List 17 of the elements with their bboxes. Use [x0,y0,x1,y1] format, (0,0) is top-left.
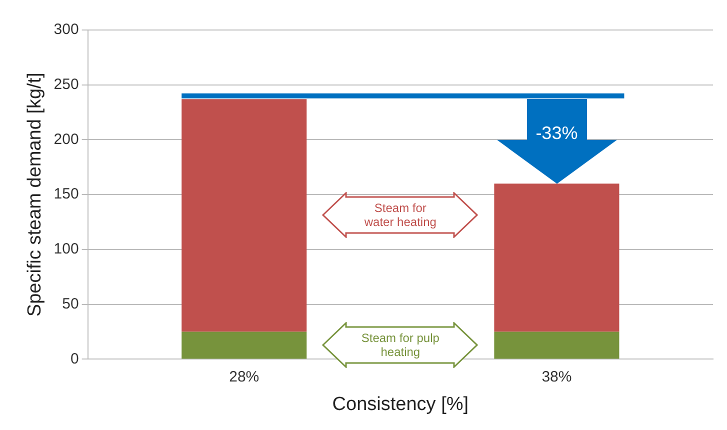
y-tick-label: 200 [54,130,79,148]
y-tick-label: 50 [62,295,79,312]
text: Steam for water heating [363,201,438,230]
y-tick-label: 300 [54,21,79,38]
y-tick-label: 100 [54,240,79,258]
y-axis-title: Specific steam demand [kg/t] [24,72,46,317]
y-tick-label: 0 [70,350,79,368]
x-tick-label: 28% [229,368,260,386]
y-tick-label: 250 [54,76,79,94]
y-tick-label: 150 [54,186,79,203]
bar [182,99,307,332]
annotation: -33% [534,122,579,144]
text: Steam for pulp heating [360,331,440,360]
x-axis-title: Consistency [%] [332,394,469,415]
x-tick-label: 38% [542,368,572,386]
bar [494,332,620,359]
bar [182,332,307,359]
